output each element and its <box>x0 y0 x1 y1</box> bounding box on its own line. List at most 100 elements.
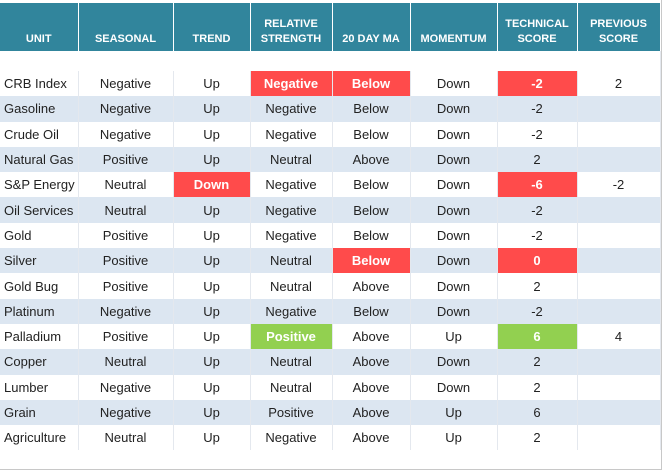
table-cell: Down <box>410 222 498 249</box>
table-row: Copper Neutral Up Neutral Above Down 2 <box>0 349 661 375</box>
table-cell: Palladium <box>0 323 79 350</box>
table-row: Gold Bug Positive Up Neutral Above Down 2 <box>0 273 661 299</box>
table-cell: Down <box>410 248 498 274</box>
table-cell: Negative <box>78 121 174 147</box>
table-cell <box>577 425 661 451</box>
table-cell: Down <box>410 146 498 173</box>
header-cell: UNIT <box>0 3 79 51</box>
table-cell: Up <box>173 197 251 223</box>
table-cell <box>577 96 661 122</box>
table-cell: Positive <box>78 146 174 173</box>
table-cell: Gold <box>0 222 79 249</box>
table-row: Gold Positive Up Negative Below Down -2 <box>0 222 661 249</box>
table-cell: Down <box>410 349 498 375</box>
table-cell: CRB Index <box>0 71 79 97</box>
table-cell: Neutral <box>78 197 174 223</box>
table-cell: Up <box>173 349 251 375</box>
table-cell: Below <box>332 298 411 324</box>
table-cell: Negative <box>78 374 174 400</box>
table-cell: Above <box>332 146 411 173</box>
table-cell: Below <box>332 96 411 122</box>
table-cell: Above <box>332 349 411 375</box>
table-cell: Below <box>332 197 411 223</box>
table-cell: 2 <box>497 146 578 173</box>
table-cell: Below <box>332 121 411 147</box>
table-cell: Neutral <box>250 248 333 274</box>
table-cell <box>577 248 661 274</box>
table-cell: Negative <box>250 121 333 147</box>
table-row: Natural Gas Positive Up Neutral Above Down 2 <box>0 146 661 173</box>
table-cell: Agriculture <box>0 425 79 451</box>
table-cell: Up <box>173 121 251 147</box>
table-cell: 4 <box>577 323 661 350</box>
table-cell: Negative <box>250 298 333 324</box>
table-cell: Neutral <box>250 273 333 299</box>
table-cell: Neutral <box>78 349 174 375</box>
table-cell: 2 <box>497 273 578 299</box>
table-cell: Positive <box>78 273 174 299</box>
table-cell: Positive <box>250 399 333 426</box>
table-cell: Neutral <box>250 146 333 173</box>
table-row: CRB Index Negative Up Negative Below Down -2 2 <box>0 71 661 97</box>
table-cell: Silver <box>0 248 79 274</box>
table-row: Palladium Positive Up Positive Above Up 6 4 <box>0 323 661 350</box>
table-cell: Above <box>332 323 411 350</box>
table-cell: Up <box>173 273 251 299</box>
table-cell <box>577 399 661 426</box>
table-cell: Up <box>173 298 251 324</box>
table-cell: S&P Energy <box>0 172 79 198</box>
table-cell: Up <box>173 146 251 173</box>
table-cell: 6 <box>497 323 578 350</box>
header-cell: MOMENTUM <box>410 3 498 51</box>
table-cell: Negative <box>78 298 174 324</box>
table-cell: Up <box>173 399 251 426</box>
table-cell: Positive <box>78 222 174 249</box>
table-cell: Down <box>410 71 498 97</box>
table-cell: Up <box>173 71 251 97</box>
table-cell <box>577 222 661 249</box>
header-cell: TECHNICAL SCORE <box>497 3 578 51</box>
table-cell: 2 <box>497 425 578 451</box>
table-row: Grain Negative Up Positive Above Up 6 <box>0 399 661 426</box>
table-cell: Above <box>332 399 411 426</box>
table-cell: Negative <box>78 399 174 426</box>
table-cell: 2 <box>497 349 578 375</box>
table-cell: -2 <box>497 197 578 223</box>
table-cell: Gold Bug <box>0 273 79 299</box>
table-cell: Down <box>410 197 498 223</box>
table-cell: Crude Oil <box>0 121 79 147</box>
table-cell: Down <box>410 96 498 122</box>
table-cell: Above <box>332 374 411 400</box>
table-row: S&P Energy Neutral Down Negative Below Down -6… <box>0 172 661 198</box>
table-cell: Up <box>410 323 498 350</box>
table-cell: Down <box>410 374 498 400</box>
table-row: Oil Services Neutral Up Negative Below Down -2 <box>0 197 661 223</box>
table-cell: Above <box>332 425 411 451</box>
table-cell: Up <box>173 96 251 122</box>
table-cell: Grain <box>0 399 79 426</box>
table-cell: Up <box>173 323 251 350</box>
table-cell: 2 <box>497 374 578 400</box>
table-cell: Positive <box>250 323 333 350</box>
score-table: UNIT SEASONAL TREND RELATIVE STRENGTH 20 DAY… <box>0 3 661 451</box>
spacer-row <box>0 51 661 71</box>
table-cell <box>577 349 661 375</box>
table-row: Lumber Negative Up Neutral Above Down 2 <box>0 374 661 400</box>
table-cell: -2 <box>497 96 578 122</box>
table-cell: -2 <box>497 121 578 147</box>
table-row: Silver Positive Up Neutral Below Down 0 <box>0 248 661 274</box>
table-cell: Neutral <box>78 172 174 198</box>
table-cell: Negative <box>78 96 174 122</box>
header-cell: TREND <box>173 3 251 51</box>
table-cell: Below <box>332 71 411 97</box>
table-cell <box>577 374 661 400</box>
table-row: Crude Oil Negative Up Negative Below Down -2 <box>0 121 661 147</box>
table-cell: Copper <box>0 349 79 375</box>
table-cell: Down <box>173 172 251 198</box>
table-cell: Lumber <box>0 374 79 400</box>
table-cell: 2 <box>577 71 661 97</box>
table-cell: Up <box>173 425 251 451</box>
table-cell: Negative <box>250 71 333 97</box>
table-cell: -2 <box>497 71 578 97</box>
